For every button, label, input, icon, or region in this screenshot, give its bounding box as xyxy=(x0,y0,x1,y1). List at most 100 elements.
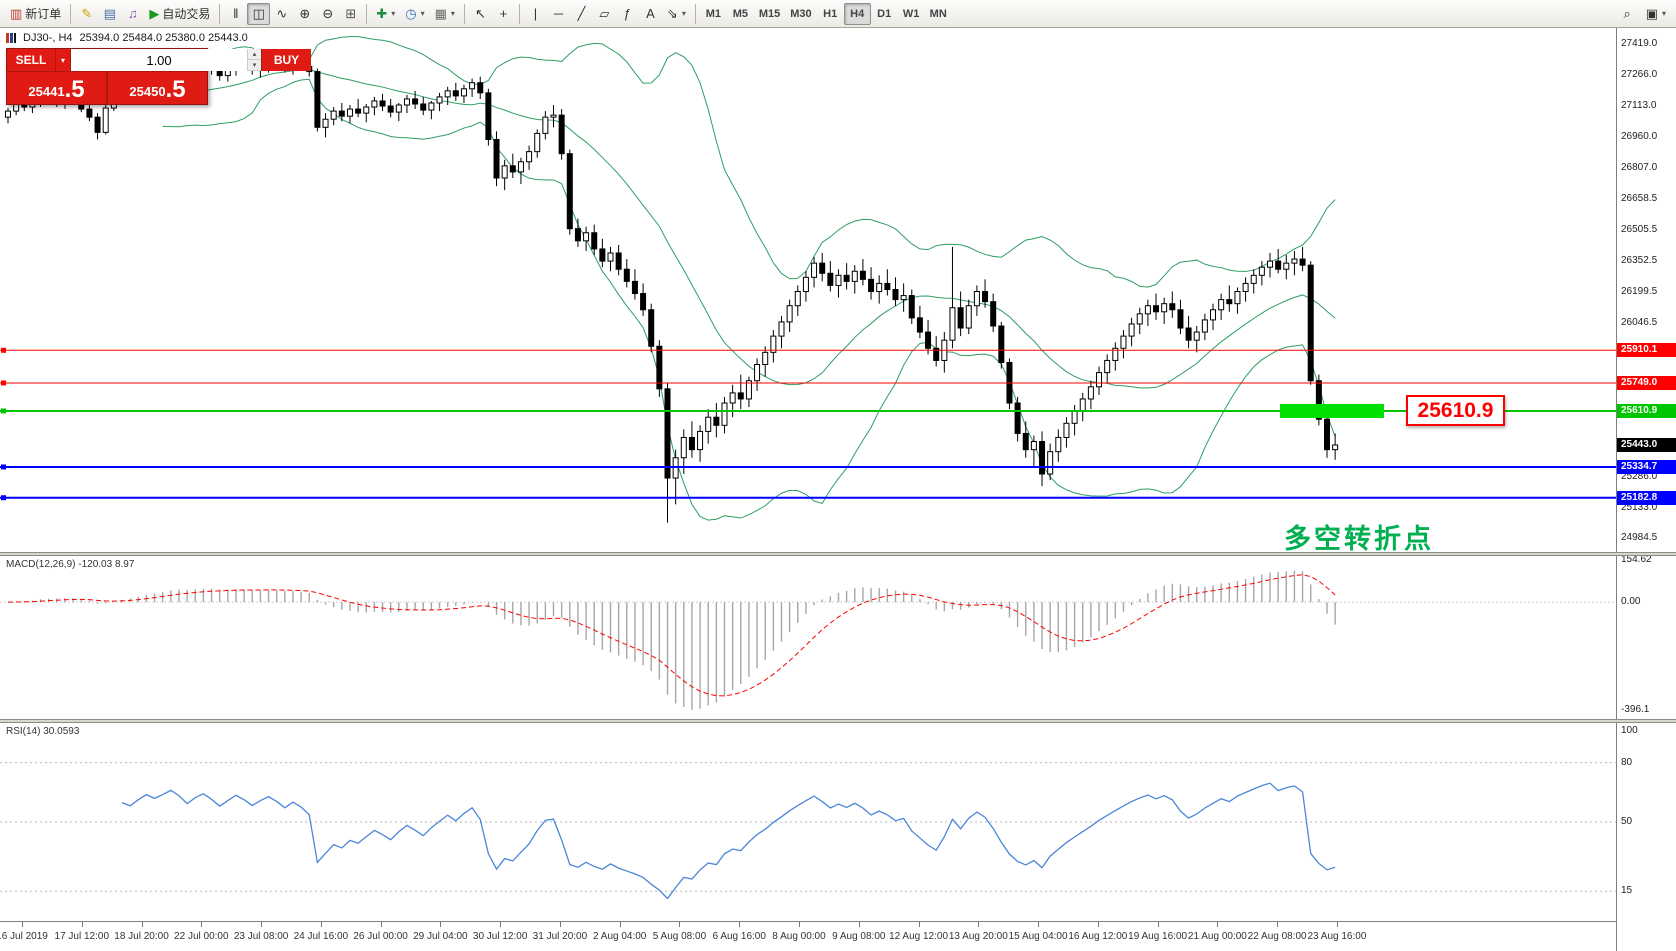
time-label: 17 Jul 12:00 xyxy=(54,931,110,942)
main-chart-panel[interactable]: DJ30-, H4 25394.0 25484.0 25380.0 25443.… xyxy=(0,28,1616,554)
rsi-label: RSI(14) 30.0593 xyxy=(6,726,80,737)
candle-body xyxy=(509,165,516,173)
candle-body xyxy=(1291,258,1298,264)
candle-body xyxy=(1177,309,1184,329)
zoom-out-button[interactable]: ⊖ xyxy=(316,3,339,25)
highlight-box[interactable] xyxy=(1280,403,1384,418)
price-tick: 27419.0 xyxy=(1621,38,1658,50)
panel-separator[interactable] xyxy=(0,552,1676,556)
autotrading-button[interactable]: ▶ 自动交易 xyxy=(144,3,215,25)
timeframe-m15-button[interactable]: M15 xyxy=(758,7,781,20)
search-icon: ⌕ xyxy=(1623,6,1631,21)
new-order-button[interactable]: ▥ 新订单 xyxy=(5,3,66,25)
candle-body xyxy=(876,282,883,293)
price-line-handle[interactable] xyxy=(1,408,6,414)
crosshair-button[interactable]: + xyxy=(492,3,515,25)
text-button[interactable]: A xyxy=(639,3,662,25)
fibonacci-button[interactable]: ƒ xyxy=(616,3,639,25)
cursor-button[interactable]: ↖ xyxy=(469,3,492,25)
price-callout-label[interactable]: 25610.9 xyxy=(1406,395,1505,426)
bollinger-lower-band xyxy=(162,78,1336,521)
indicators-button[interactable]: ✚ ▾ xyxy=(371,3,400,25)
time-label: 2 Aug 04:00 xyxy=(592,931,647,942)
candlestick-chart-button[interactable]: ◫ xyxy=(247,2,271,25)
timeframe-h1-button[interactable]: H1 xyxy=(823,7,838,20)
time-label: 30 Jul 12:00 xyxy=(472,931,528,942)
arrows-button[interactable]: ⇘ ▾ xyxy=(662,3,691,25)
candle-body xyxy=(428,102,435,111)
buy-price[interactable]: 25450 .5 xyxy=(108,72,207,104)
spin-up-icon[interactable]: ▴ xyxy=(248,49,261,60)
vline-icon: | xyxy=(533,6,538,21)
periods-button[interactable]: ◷ ▾ xyxy=(400,3,429,25)
timeframe-m1-button[interactable]: M1 xyxy=(705,7,721,20)
spin-down-icon[interactable]: ▾ xyxy=(248,60,261,71)
macd-panel[interactable]: MACD(12,26,9) -120.03 8.97 xyxy=(0,556,1616,719)
time-tick xyxy=(141,922,143,927)
chevron-down-icon: ▾ xyxy=(60,55,65,65)
sell-dropdown-button[interactable]: ▾ xyxy=(56,49,71,71)
candle-body xyxy=(558,114,565,155)
timeframe-h4-button[interactable]: H4 xyxy=(843,2,871,25)
panels-button[interactable]: ▣ ▾ xyxy=(1641,3,1671,25)
fibo-icon: ƒ xyxy=(623,6,632,21)
channel-button[interactable]: ▱ xyxy=(593,3,616,25)
panel-separator[interactable] xyxy=(0,719,1676,723)
print-icon: ▤ xyxy=(103,6,116,21)
time-label: 29 Jul 04:00 xyxy=(413,931,468,942)
timeframe-m30-button[interactable]: M30 xyxy=(790,7,812,20)
price-line-handle[interactable] xyxy=(1,347,6,353)
candle-body xyxy=(1210,309,1217,321)
time-tick xyxy=(500,922,502,927)
line-chart-button[interactable]: ∿ xyxy=(270,3,293,25)
candle-body xyxy=(1104,359,1111,374)
macd-tick: 154.62 xyxy=(1621,554,1652,566)
sell-price[interactable]: 25441 .5 xyxy=(7,72,108,104)
horizontal-line-button[interactable]: ─ xyxy=(547,3,570,25)
price-tick: 27113.0 xyxy=(1621,100,1657,112)
candle-body xyxy=(990,301,997,327)
bar-chart-button[interactable]: ‖ xyxy=(224,3,247,25)
sounds-button[interactable]: ♫ xyxy=(121,3,144,25)
search-button[interactable]: ⌕ xyxy=(1616,3,1639,25)
candle-body xyxy=(330,110,337,120)
price-line-handle[interactable] xyxy=(1,464,6,470)
vertical-line-button[interactable]: | xyxy=(524,3,547,25)
candle-body xyxy=(729,392,736,404)
sell-button[interactable]: SELL xyxy=(7,49,56,71)
timeframe-w1-button[interactable]: W1 xyxy=(902,7,920,20)
rsi-panel[interactable]: RSI(14) 30.0593 xyxy=(0,723,1616,921)
time-axis[interactable]: 16 Jul 2019 17 Jul 12:00 18 Jul 20:00 22 Ju… xyxy=(0,921,1616,951)
candle-body xyxy=(680,436,687,459)
price-tick: 26658.5 xyxy=(1621,192,1658,204)
price-line-handle[interactable] xyxy=(1,380,6,386)
timeframe-m5-button[interactable]: M5 xyxy=(732,7,748,20)
price-line-label: 25334.7 xyxy=(1617,459,1676,474)
candle-body xyxy=(1161,303,1168,313)
trendline-button[interactable]: ╱ xyxy=(570,3,593,25)
candle-body xyxy=(1055,436,1062,453)
price-line-handle[interactable] xyxy=(1,495,6,501)
template-icon: ▦ xyxy=(434,6,447,21)
volume-input[interactable] xyxy=(71,49,247,71)
candle-body xyxy=(371,100,378,108)
candle-body xyxy=(94,116,101,133)
time-label: 22 Jul 00:00 xyxy=(174,931,229,942)
buy-button[interactable]: BUY xyxy=(262,49,311,71)
templates-button[interactable]: ▦ ▾ xyxy=(430,3,460,25)
time-label: 26 Jul 00:00 xyxy=(353,931,408,942)
metaeditor-button[interactable]: ✎ xyxy=(75,3,98,25)
print-button[interactable]: ▤ xyxy=(98,3,121,25)
rsi-tick: 50 xyxy=(1621,816,1633,827)
candle-body xyxy=(1283,262,1290,270)
timeframe-mn-button[interactable]: MN xyxy=(929,7,947,20)
candle-body xyxy=(745,380,752,400)
candlestick-plot[interactable] xyxy=(0,28,1616,552)
chart-annotation-text[interactable]: 多空转折点 xyxy=(1284,524,1434,554)
zoom-in-button[interactable]: ⊕ xyxy=(293,3,316,25)
candle-body xyxy=(721,402,728,426)
time-label: 13 Aug 20:00 xyxy=(948,931,1008,942)
price-axis[interactable]: 27419.0 27266.0 27113.0 26960.0 26807.0 26658… xyxy=(1616,28,1676,951)
tile-windows-button[interactable]: ⊞ xyxy=(339,3,362,25)
timeframe-d1-button[interactable]: D1 xyxy=(877,7,892,20)
